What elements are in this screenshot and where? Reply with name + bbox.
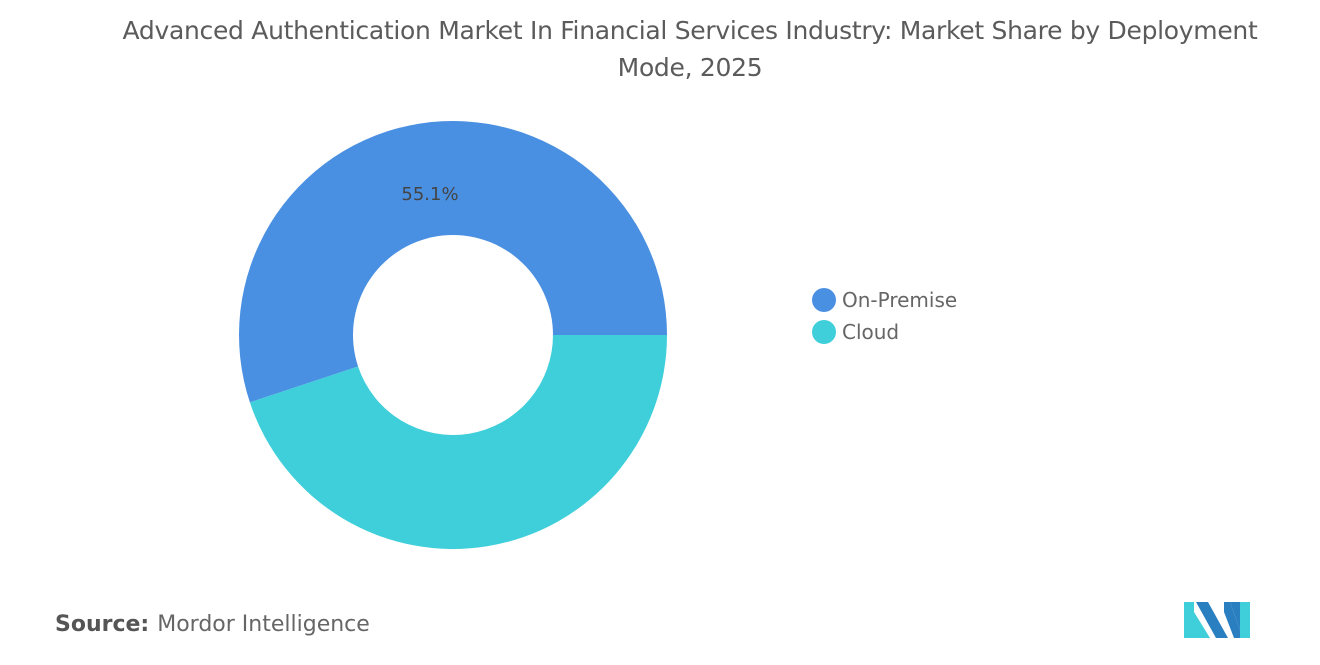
legend-item-cloud[interactable]: Cloud — [812, 316, 957, 348]
chart-title: Advanced Authentication Market In Financ… — [122, 16, 1258, 82]
source-label: Source: — [55, 612, 150, 637]
data-label: 55.1% — [401, 184, 458, 205]
legend: On-Premise Cloud — [812, 284, 957, 348]
mordor-intelligence-logo — [1184, 602, 1250, 638]
legend-swatch — [812, 288, 836, 312]
source-value: Mordor Intelligence — [157, 612, 370, 637]
source-note: Source: Mordor Intelligence — [55, 612, 370, 637]
donut-slice-on-premise[interactable] — [238, 120, 668, 403]
legend-item-on-premise[interactable]: On-Premise — [812, 284, 957, 316]
donut-slice-cloud[interactable] — [249, 335, 667, 549]
legend-swatch — [812, 320, 836, 344]
legend-label: Cloud — [842, 320, 900, 344]
legend-label: On-Premise — [842, 288, 958, 312]
